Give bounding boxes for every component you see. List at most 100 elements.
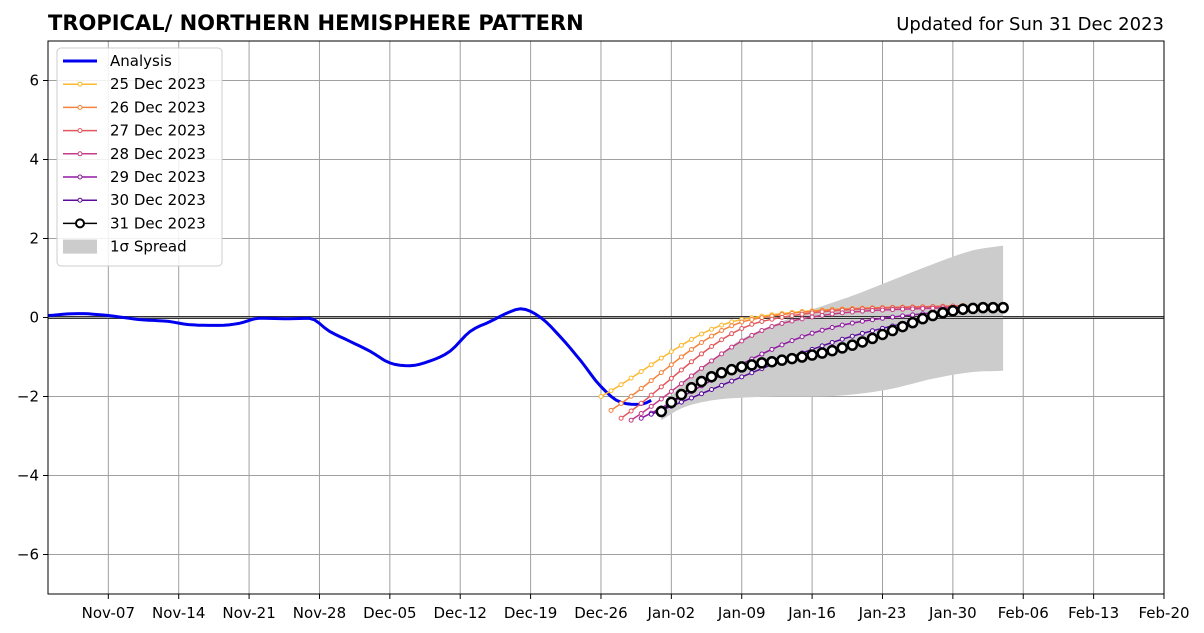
legend-label: 27 Dec 2023 — [110, 122, 206, 140]
data-point — [638, 386, 644, 392]
data-point — [879, 315, 885, 321]
data-point — [879, 307, 885, 313]
data-point — [678, 342, 684, 348]
data-point — [739, 374, 745, 380]
data-point — [816, 347, 828, 359]
data-point — [806, 349, 818, 361]
data-point — [658, 355, 664, 361]
data-point — [849, 320, 855, 326]
data-point — [729, 344, 735, 350]
data-point — [719, 328, 725, 334]
data-point — [608, 407, 614, 413]
data-point — [688, 359, 694, 365]
legend-marker — [77, 151, 83, 157]
x-tick-label: Nov-14 — [152, 604, 205, 622]
data-point — [779, 320, 785, 326]
y-tick-label: −4 — [17, 467, 39, 485]
data-point — [618, 401, 624, 407]
data-point — [826, 344, 838, 357]
data-point — [628, 408, 634, 414]
series-27-dec-2023 — [618, 303, 966, 421]
x-tick-label: Dec-19 — [504, 604, 558, 622]
chart-subtitle: Updated for Sun 31 Dec 2023 — [896, 14, 1164, 35]
data-point — [759, 351, 765, 357]
data-point — [749, 370, 755, 376]
data-point — [796, 351, 808, 363]
data-point — [920, 306, 926, 312]
x-tick-label: Jan-30 — [928, 604, 977, 622]
data-point — [749, 321, 755, 327]
data-point — [746, 359, 758, 371]
data-point — [846, 339, 859, 351]
data-point — [735, 361, 748, 373]
data-point — [869, 308, 875, 314]
data-point — [886, 324, 899, 337]
data-point — [906, 316, 919, 329]
data-point — [809, 310, 815, 316]
data-point — [789, 313, 795, 319]
x-tick-label: Jan-23 — [858, 604, 907, 622]
x-tick-label: Jan-02 — [647, 604, 696, 622]
legend-label: 28 Dec 2023 — [110, 145, 206, 163]
data-point — [598, 394, 604, 399]
data-point — [729, 323, 735, 329]
data-point — [668, 375, 674, 381]
data-point — [869, 317, 875, 323]
x-tick-label: Feb-13 — [1068, 604, 1119, 622]
y-tick-label: −2 — [17, 388, 39, 406]
series-analysis — [47, 307, 652, 406]
legend-swatch — [63, 239, 97, 254]
data-point — [719, 337, 725, 343]
data-point — [766, 355, 778, 368]
data-point — [839, 322, 845, 328]
data-point — [688, 395, 694, 401]
legend-marker — [75, 218, 85, 229]
data-point — [699, 365, 705, 371]
data-point — [839, 310, 845, 316]
data-point — [759, 328, 765, 334]
data-point — [719, 382, 725, 388]
data-point — [648, 403, 654, 409]
data-point — [638, 369, 644, 375]
y-tick-label: 2 — [29, 230, 39, 248]
data-point — [709, 333, 715, 339]
x-tick-label: Nov-21 — [222, 604, 275, 622]
data-point — [876, 328, 889, 341]
data-point — [776, 354, 788, 366]
data-point — [819, 327, 825, 333]
data-point — [900, 306, 906, 312]
data-point — [729, 331, 735, 337]
data-point — [930, 305, 936, 311]
data-point — [699, 331, 705, 337]
data-point — [819, 312, 825, 318]
data-point — [849, 333, 855, 339]
data-point — [739, 326, 745, 332]
data-point — [688, 373, 694, 379]
data-point — [618, 415, 624, 421]
data-point — [759, 318, 765, 324]
data-point — [699, 340, 705, 346]
legend-box — [56, 47, 223, 267]
data-point — [638, 411, 644, 417]
data-point — [799, 311, 805, 317]
data-point — [709, 344, 715, 350]
data-point — [668, 349, 674, 355]
legend-label: 1σ Spread — [110, 238, 187, 256]
data-point — [799, 316, 805, 322]
data-point — [910, 312, 916, 318]
data-point — [678, 381, 684, 387]
data-point — [769, 346, 775, 352]
data-point — [648, 411, 654, 417]
data-point — [977, 301, 989, 314]
data-point — [678, 367, 684, 373]
data-point — [608, 388, 614, 394]
data-point — [739, 319, 745, 325]
legend-marker — [77, 197, 83, 203]
data-point — [688, 336, 694, 342]
legend-marker — [77, 128, 83, 134]
data-point — [719, 351, 725, 357]
data-point — [789, 338, 795, 344]
data-point — [937, 307, 949, 319]
data-point — [675, 388, 688, 401]
data-point — [829, 324, 835, 330]
